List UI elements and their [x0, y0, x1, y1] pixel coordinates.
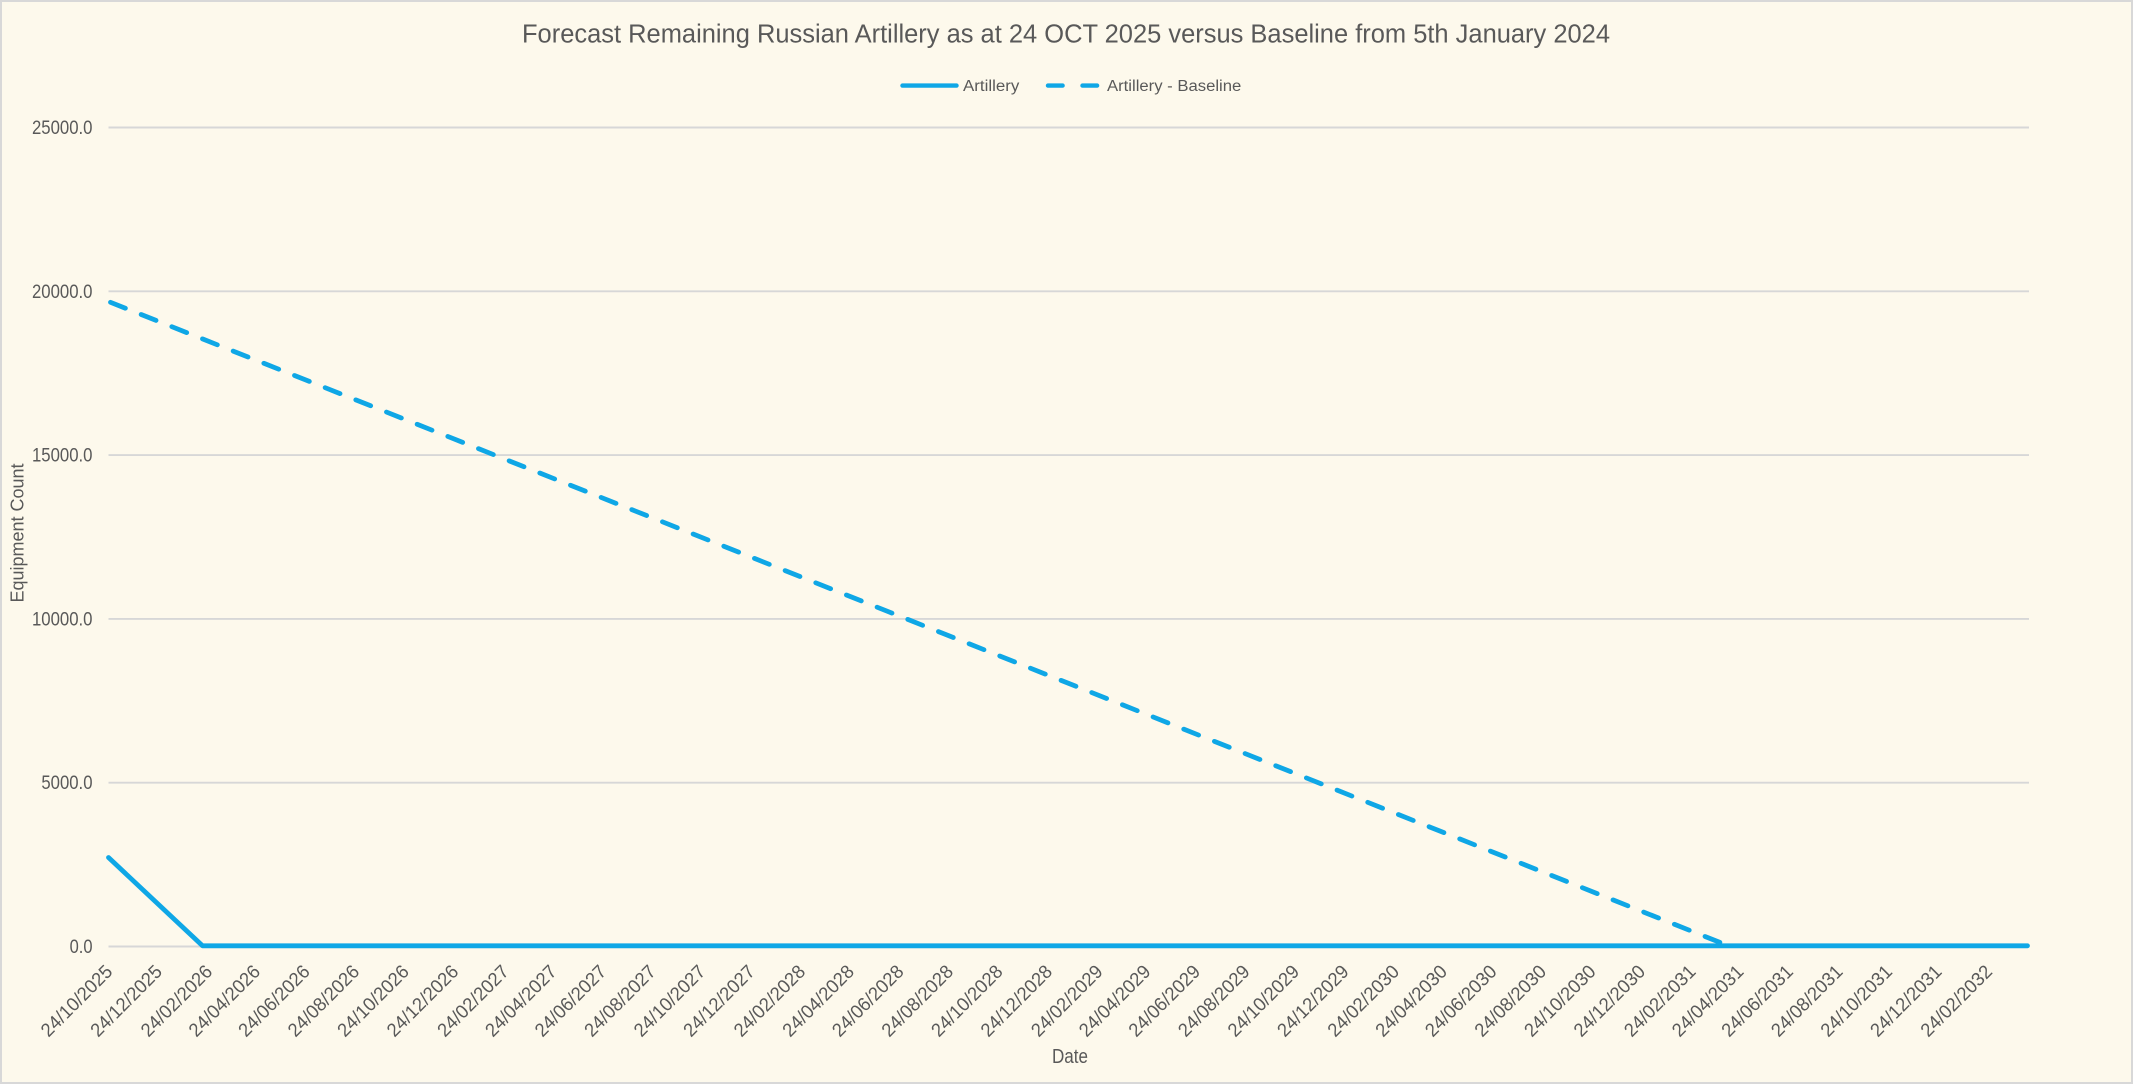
- svg-text:Artillery: Artillery: [963, 78, 1020, 95]
- svg-text:20000.0: 20000.0: [32, 282, 93, 303]
- svg-text:Artillery - Baseline: Artillery - Baseline: [1107, 78, 1241, 95]
- svg-text:25000.0: 25000.0: [32, 118, 93, 139]
- svg-text:5000.0: 5000.0: [41, 773, 92, 794]
- svg-text:Equipment Count: Equipment Count: [7, 464, 28, 603]
- svg-text:15000.0: 15000.0: [32, 446, 93, 467]
- svg-text:10000.0: 10000.0: [32, 609, 93, 630]
- svg-text:Date: Date: [1052, 1046, 1088, 1068]
- svg-text:Forecast Remaining Russian Art: Forecast Remaining Russian Artillery as …: [522, 19, 1610, 49]
- svg-text:0.0: 0.0: [70, 937, 93, 958]
